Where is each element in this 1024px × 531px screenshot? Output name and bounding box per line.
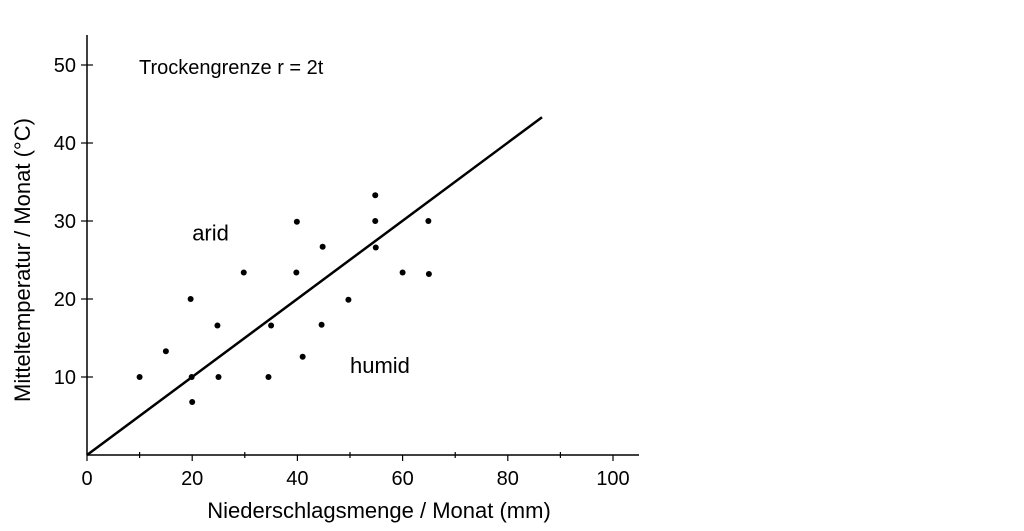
data-point — [293, 218, 300, 225]
data-point — [345, 296, 352, 303]
data-point — [372, 244, 379, 251]
data-point — [372, 218, 379, 224]
x-tick-label: 40 — [286, 468, 308, 490]
x-tick-label: 60 — [391, 468, 413, 490]
region-label-arid: arid — [192, 221, 229, 246]
trend-layer — [86, 116, 543, 457]
y-tick-label: 20 — [54, 289, 76, 311]
points-layer — [136, 192, 432, 405]
data-point — [372, 192, 379, 199]
y-axis-title: Mitteltemperatur / Monat (°C) — [10, 118, 35, 402]
x-tick-label: 20 — [181, 468, 203, 490]
axes — [86, 35, 639, 456]
data-point — [188, 374, 195, 380]
y-ticks: 10 20 30 40 50 — [54, 55, 93, 389]
data-point — [425, 218, 432, 224]
data-point — [425, 271, 432, 278]
data-point — [162, 348, 169, 355]
data-point — [399, 269, 406, 276]
x-axis-title: Niederschlagsmenge / Monat (mm) — [207, 498, 551, 523]
y-tick-label: 40 — [54, 133, 76, 155]
x-ticks: 0 20 40 60 80 100 — [81, 452, 630, 490]
dryness-boundary-line — [86, 116, 543, 457]
data-point — [299, 353, 306, 360]
data-point — [214, 322, 221, 329]
x-tick-label: 100 — [596, 468, 629, 490]
annotation-layer: arid humid — [192, 221, 410, 379]
x-tick-label: 80 — [497, 468, 519, 490]
data-point — [240, 269, 247, 276]
data-point — [215, 374, 222, 380]
data-point — [187, 296, 194, 302]
data-point — [319, 243, 326, 250]
data-point — [265, 374, 272, 380]
x-tick-label: 0 — [81, 468, 92, 490]
data-point — [293, 269, 300, 276]
data-point — [318, 321, 325, 328]
data-point — [189, 398, 196, 405]
data-point — [268, 322, 275, 329]
data-point — [136, 374, 143, 380]
region-label-humid: humid — [350, 353, 410, 378]
chart-title-annotation: Trockengrenze r = 2t — [139, 57, 324, 79]
y-tick-label: 30 — [54, 211, 76, 233]
y-tick-label: 50 — [54, 55, 76, 77]
y-tick-label: 10 — [54, 367, 76, 389]
